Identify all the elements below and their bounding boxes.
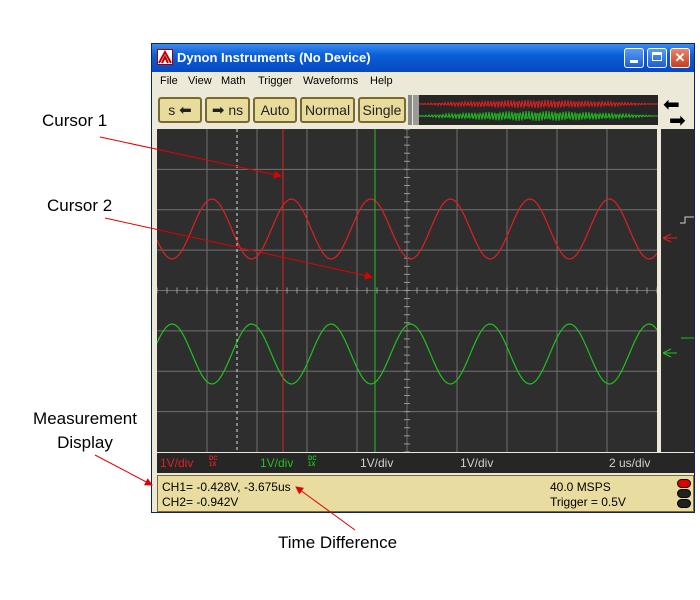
status-led-red	[677, 479, 691, 488]
ch2-measurement: CH2= -0.942V	[162, 495, 239, 509]
ch2-coupling-mode: DC	[308, 456, 317, 462]
menu-view[interactable]: View	[188, 75, 212, 87]
toolbar-divider	[408, 95, 412, 125]
channel-markers	[662, 216, 694, 358]
annotation-cursor-1: Cursor 1	[42, 111, 108, 130]
title-bar[interactable]: Dynon Instruments (No Device) ✕	[152, 44, 694, 72]
trigger-level: Trigger = 0.5V	[550, 495, 626, 509]
status-led-yellow	[677, 489, 691, 498]
overview-ch2-trace	[413, 110, 658, 122]
ch2-ground-marker	[662, 348, 677, 358]
ch2-waveform	[156, 323, 658, 385]
annotation-measurement-line1: Measurement	[33, 409, 137, 428]
ch2-scale[interactable]: 1V/div	[260, 456, 294, 470]
ch2-probe: 1X	[308, 462, 316, 468]
close-button[interactable]: ✕	[670, 48, 690, 68]
maximize-button[interactable]	[647, 48, 667, 68]
ch1-coupling-mode: DC	[209, 456, 218, 462]
menu-help[interactable]: Help	[370, 75, 393, 87]
ch1-scale[interactable]: 1V/div	[160, 456, 194, 470]
menu-bar: File View Math Trigger Waveforms Help	[152, 72, 694, 92]
ch1-measurement: CH1= -0.428V, -3.675us	[162, 480, 291, 494]
channel-marker-pane[interactable]	[661, 129, 694, 452]
arrow-left-icon: ⬅	[663, 94, 680, 116]
overview-window-marker	[413, 95, 419, 125]
maximize-icon	[652, 52, 662, 61]
math2-scale[interactable]: 1V/div	[460, 456, 494, 470]
minimize-icon	[630, 60, 638, 63]
measurement-display: CH1= -0.428V, -3.675us CH2= -0.942V 40.0…	[157, 475, 694, 512]
timebase-faster-button[interactable]: ➡ ns	[205, 97, 250, 123]
auto-button[interactable]: Auto	[253, 97, 297, 123]
waveform-overview[interactable]	[413, 95, 658, 125]
channel-status-bar: 1V/div DC 1X 1V/div DC 1X 1V/div 1V/div …	[157, 453, 694, 473]
annotation-measurement-line2: Display	[57, 433, 113, 452]
app-window: Dynon Instruments (No Device) ✕ File Vie…	[151, 43, 695, 513]
position-arrows[interactable]: ⬅ ➡	[659, 94, 694, 132]
annotation-measurement: Measurement Display	[26, 407, 144, 455]
single-button[interactable]: Single	[358, 97, 406, 123]
arrow-right-icon: ➡	[669, 110, 686, 132]
menu-file[interactable]: File	[160, 75, 178, 87]
waveform-overview-graph	[413, 95, 658, 125]
close-icon: ✕	[674, 50, 686, 65]
trigger-level-marker	[680, 216, 694, 224]
timebase-slower-label: s	[168, 102, 176, 118]
oscilloscope-display[interactable]	[156, 128, 658, 453]
oscilloscope-graph	[156, 128, 658, 453]
menu-waveforms[interactable]: Waveforms	[303, 75, 359, 87]
minimize-button[interactable]	[624, 48, 644, 68]
overview-ch1-trace	[413, 99, 658, 109]
timebase-slower-button[interactable]: s ⬅	[158, 97, 202, 123]
arrow-measurement	[94, 454, 153, 486]
math1-scale[interactable]: 1V/div	[360, 456, 394, 470]
normal-button[interactable]: Normal	[300, 97, 355, 123]
timebase-faster-label: ns	[228, 102, 244, 118]
toolbar: s ⬅ ➡ ns Auto Normal Single	[157, 95, 695, 127]
menu-trigger[interactable]: Trigger	[258, 75, 293, 87]
annotation-time-difference: Time Difference	[278, 533, 398, 552]
ch1-ground-marker	[662, 233, 677, 243]
arrow-right-icon: ➡	[211, 102, 225, 119]
arrow-left-icon: ⬅	[179, 102, 192, 119]
app-logo-icon	[157, 49, 173, 65]
time-scale[interactable]: 2 us/div	[609, 456, 651, 470]
status-led-green	[677, 499, 691, 508]
ch2-coupling[interactable]: DC 1X	[308, 456, 317, 468]
ch1-probe: 1X	[209, 462, 217, 468]
window-title: Dynon Instruments (No Device)	[177, 50, 371, 65]
sample-rate: 40.0 MSPS	[550, 480, 611, 494]
ch1-coupling[interactable]: DC 1X	[209, 456, 218, 468]
annotation-cursor-2: Cursor 2	[47, 196, 113, 215]
menu-math[interactable]: Math	[221, 75, 246, 87]
